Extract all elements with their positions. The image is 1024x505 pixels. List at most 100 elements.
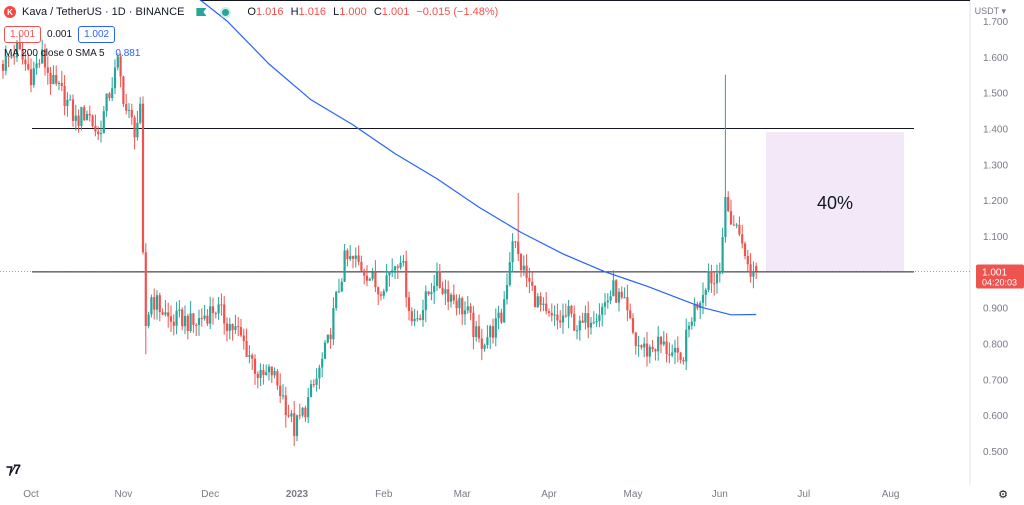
candle-body [293, 413, 296, 437]
candle-body [189, 313, 192, 331]
x-tick-label: Aug [882, 489, 900, 500]
gear-icon[interactable]: ⚙ [998, 489, 1008, 501]
y-tick-label: 1.600 [983, 53, 1008, 64]
candle-body [7, 55, 10, 57]
close-label: C [373, 6, 382, 18]
candle-body [721, 237, 724, 272]
candle-body [668, 354, 671, 356]
candle-body [631, 318, 635, 333]
candle-body [169, 316, 173, 322]
candle-body [620, 291, 623, 298]
candle-body [24, 59, 27, 65]
candle-body [181, 309, 184, 327]
candle-body [15, 42, 19, 58]
candle-body [514, 241, 517, 243]
x-tick-label: Oct [23, 489, 39, 500]
candle-body [746, 255, 749, 265]
candle-body [318, 367, 321, 379]
currency-selector[interactable]: USDT ▾ [975, 6, 1006, 17]
ma-indicator-legend[interactable]: MA 200 close 0 SMA 5 0.881 [4, 48, 140, 59]
candle-body [214, 313, 217, 315]
candle-body [413, 318, 416, 322]
candle-body [685, 329, 688, 362]
candle-body [368, 278, 371, 281]
candle-body [578, 320, 581, 331]
candle-body [382, 291, 385, 296]
candle-body [749, 264, 752, 277]
candle-body [410, 311, 413, 322]
x-tick-label: Jun [712, 489, 728, 500]
candle-body [629, 310, 632, 319]
x-tick-label: Feb [375, 489, 393, 500]
candle-body [564, 315, 567, 317]
candle-body [343, 250, 346, 282]
spread-value: 0.001 [47, 29, 73, 40]
candle-body [525, 265, 528, 278]
candle-body [321, 358, 324, 368]
candle-body [539, 296, 542, 305]
candle-body [66, 99, 69, 107]
candle-body [136, 122, 139, 138]
close-value: 1.001 [381, 6, 410, 18]
sell-price-button[interactable]: 1.001 [4, 26, 42, 43]
candle-body [29, 69, 33, 86]
candle-body [533, 285, 537, 308]
x-tick-label: Apr [541, 489, 557, 500]
candle-body [676, 347, 679, 353]
y-tick-label: 1.200 [983, 196, 1008, 207]
candle-body [477, 326, 481, 339]
candle-body [195, 324, 198, 326]
measure-range-box[interactable] [766, 132, 904, 272]
candle-body [192, 313, 195, 325]
candle-body [139, 103, 142, 123]
candle-body [203, 315, 206, 319]
candle-body [503, 299, 506, 323]
candle-body [183, 315, 187, 327]
candle-body [281, 395, 285, 397]
candle-body [335, 291, 338, 308]
candle-body [665, 341, 668, 355]
candle-body [158, 295, 161, 313]
candle-body [598, 314, 601, 321]
candle-body [609, 296, 612, 301]
candle-body [393, 266, 397, 271]
candle-body [519, 254, 523, 271]
candle-body [52, 75, 55, 84]
candle-body [542, 303, 545, 305]
tradingview-logo-icon[interactable]: ⁊⁄7 [6, 461, 21, 477]
candle-body [645, 343, 649, 357]
candle-body [671, 352, 674, 356]
symbol-title[interactable]: Kava / TetherUS · 1D · BINANCE [22, 6, 185, 18]
change-value: −0.015 (−1.48%) [416, 6, 499, 18]
candle-body [438, 271, 441, 288]
buy-price-button[interactable]: 1.002 [78, 26, 116, 43]
candle-body [337, 291, 341, 293]
flag-icon[interactable] [196, 8, 207, 16]
candle-body [13, 56, 16, 58]
candle-body [497, 312, 500, 319]
candle-body [223, 304, 226, 324]
candle-body [505, 284, 509, 300]
candle-body [713, 283, 716, 285]
candle-body [472, 312, 475, 337]
candle-body [522, 265, 525, 271]
candle-body [570, 305, 573, 314]
candle-body [575, 330, 579, 332]
candle-body [699, 302, 702, 309]
candle-body [679, 352, 682, 360]
candle-body [354, 255, 357, 259]
candle-body [517, 241, 520, 255]
candle-body [603, 302, 607, 307]
candle-body [606, 300, 609, 303]
candle-body [662, 341, 665, 345]
candle-body [466, 306, 469, 311]
market-status-icon[interactable] [220, 6, 232, 18]
candle-body [615, 280, 618, 303]
candle-body [284, 395, 287, 416]
measure-range-label: 40% [817, 193, 853, 213]
candle-body [617, 291, 621, 303]
candle-body [402, 261, 405, 263]
candle-body [388, 271, 391, 276]
candle-body [648, 346, 651, 357]
